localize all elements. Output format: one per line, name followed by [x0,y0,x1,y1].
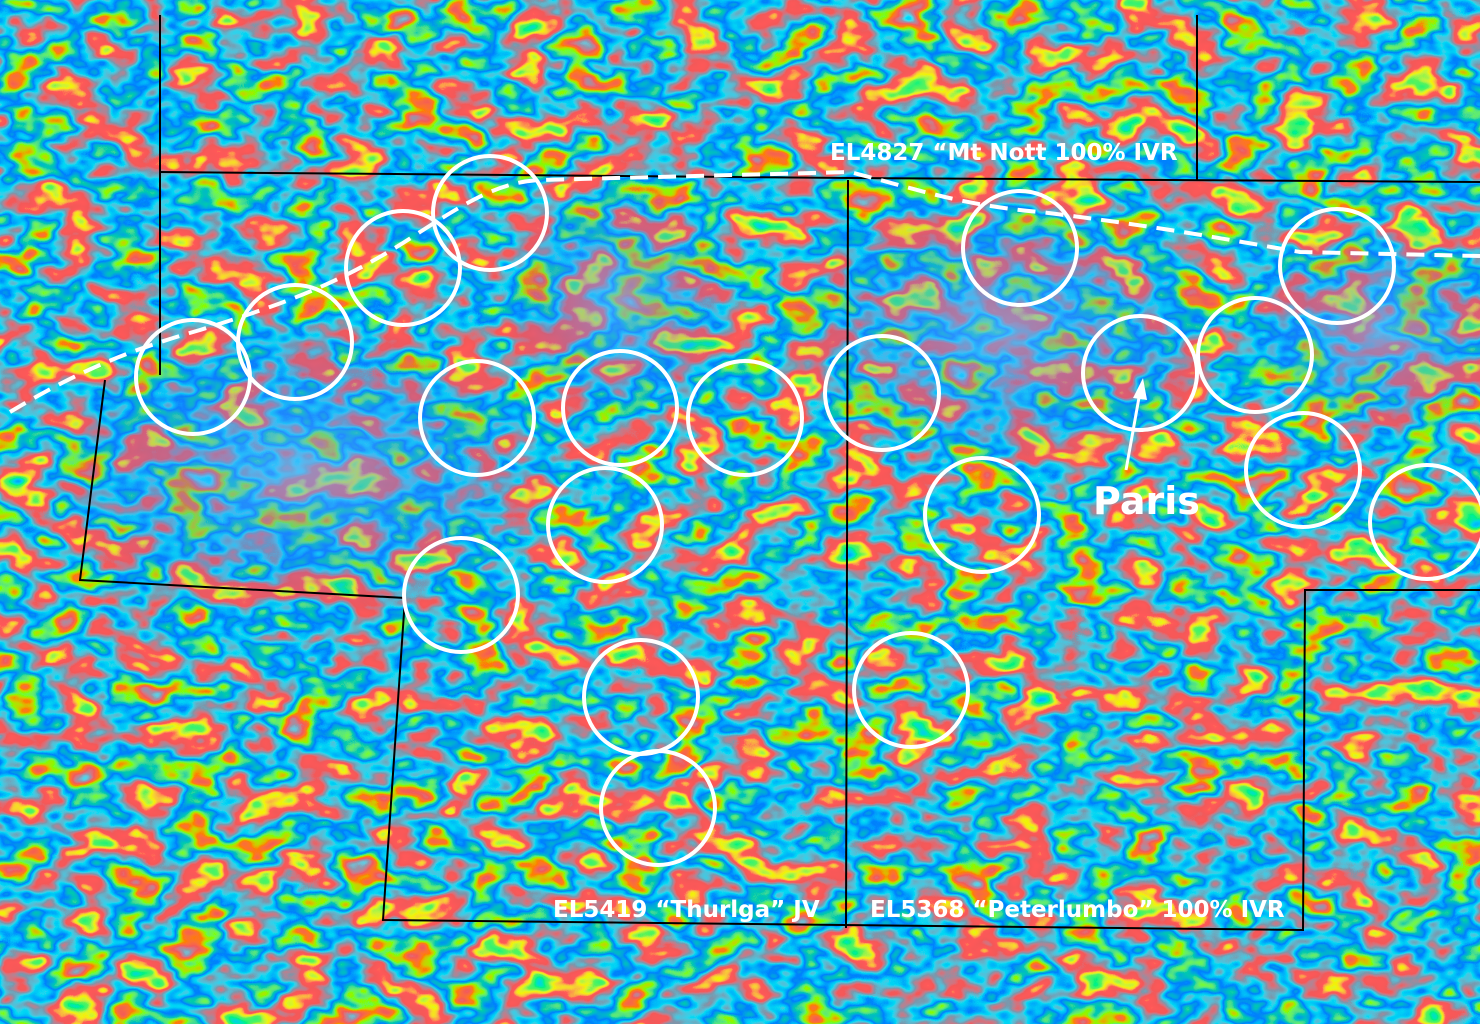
target [1278,207,1396,325]
smooth-area [500,180,740,420]
smooth-area [780,190,1220,470]
target [344,209,462,327]
tenement-label: EL5419 “Thurlga” JV [553,897,820,923]
target [431,154,549,272]
dashed-boundary [8,169,1480,414]
boundary [78,379,1480,932]
target [418,359,536,477]
target [823,334,941,452]
tenement-label: EL4827 “Mt Nott 100% IVR [830,140,1178,166]
target [402,536,520,654]
boundary [845,179,849,929]
target [236,283,354,401]
target [1368,463,1480,581]
prospect-label: Paris [1093,479,1200,523]
smooth-area [40,320,560,620]
target [852,631,970,749]
boundary [159,171,1480,183]
target [1081,314,1199,432]
target [961,189,1079,307]
target [1196,296,1314,414]
target [561,349,679,467]
tenement-boundaries [78,15,1480,932]
tenement-label: EL5368 “Peterlumbo” 100% IVR [870,897,1285,923]
target-circles [134,154,1480,867]
target [546,466,664,584]
arrow-shaft [1124,391,1142,471]
smooth-area [1240,220,1480,440]
target [686,359,804,477]
target [599,749,717,867]
paris-arrow [1124,378,1147,471]
arrow-head [1133,378,1147,400]
target [1244,411,1362,529]
target [923,456,1041,574]
